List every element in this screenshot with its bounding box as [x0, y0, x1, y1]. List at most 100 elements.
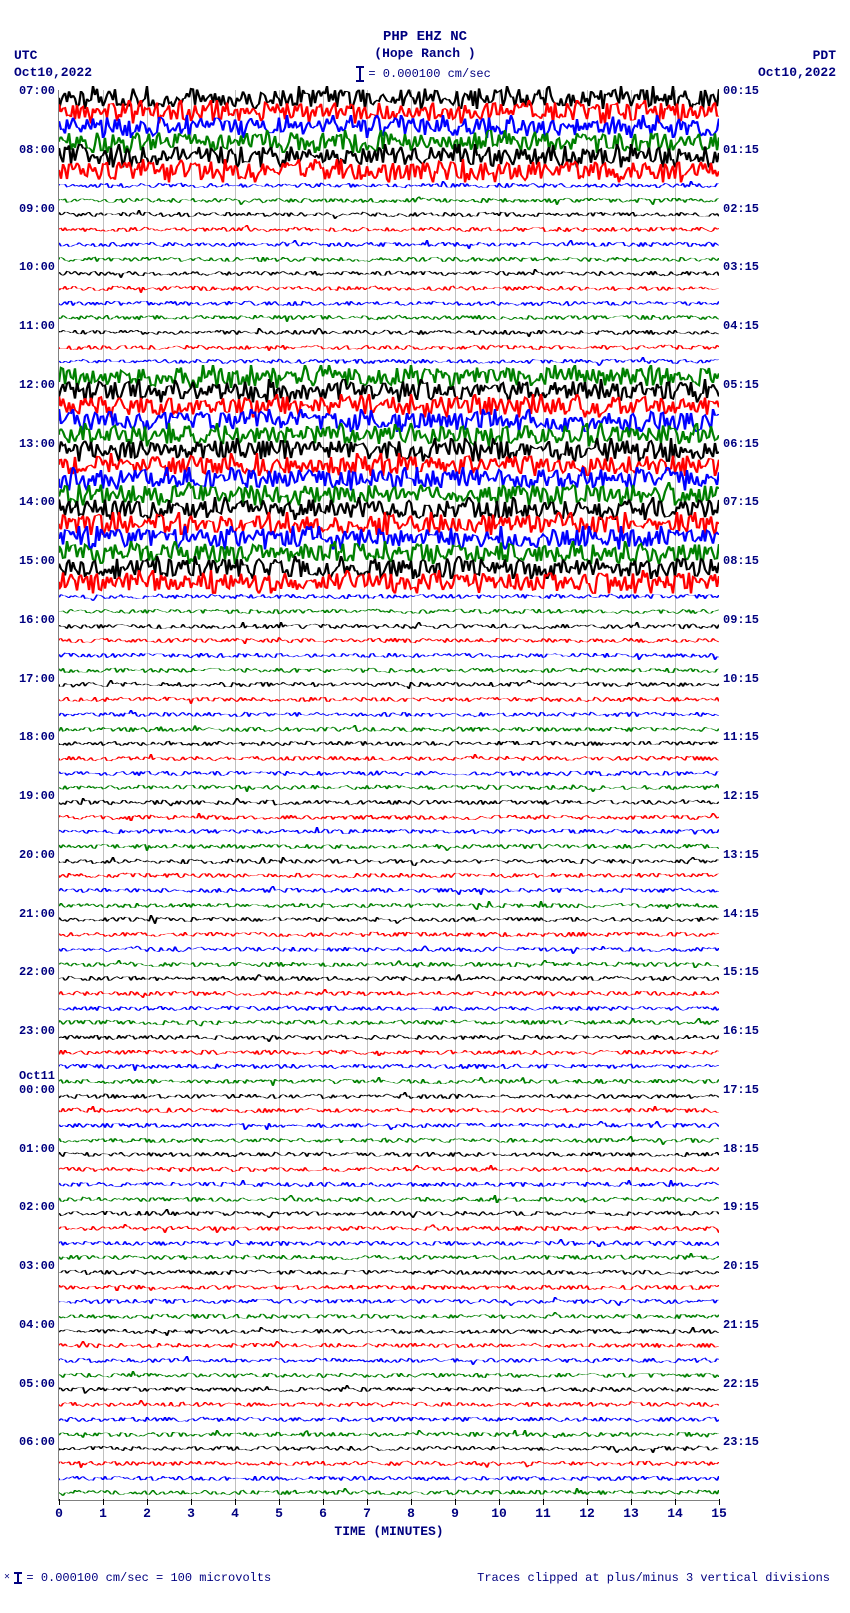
- trace-row: [59, 1368, 719, 1383]
- left-date-label: Oct11: [19, 1069, 55, 1083]
- trace-row: 01:0018:15: [59, 1148, 719, 1163]
- seismic-trace: [59, 1400, 719, 1409]
- seismic-trace: [59, 269, 719, 278]
- scale-indicator: = 0.000100 cm/sec: [0, 66, 850, 82]
- left-time-label: 15:00: [19, 554, 55, 568]
- seismic-trace: [59, 1136, 719, 1145]
- right-time-label: 13:15: [723, 848, 759, 862]
- seismic-trace: [59, 1297, 719, 1306]
- station-header: PHP EHZ NC (Hope Ranch ): [0, 28, 850, 63]
- left-time-label: 23:00: [19, 1024, 55, 1038]
- seismic-trace: [59, 842, 719, 851]
- right-time-label: 03:15: [723, 260, 759, 274]
- seismic-trace: [59, 989, 719, 998]
- x-tick-label: 13: [623, 1506, 639, 1521]
- seismic-trace: [59, 636, 719, 645]
- trace-row: 19:0012:15: [59, 795, 719, 810]
- left-time-label: 00:00: [19, 1083, 55, 1097]
- trace-row: [59, 1192, 719, 1207]
- right-time-label: 08:15: [723, 554, 759, 568]
- seismic-trace: [59, 1018, 719, 1027]
- x-tick-label: 7: [363, 1506, 371, 1521]
- right-time-label: 18:15: [723, 1142, 759, 1156]
- seismic-trace: [59, 974, 719, 983]
- seismic-trace: [59, 299, 719, 308]
- trace-row: [59, 1177, 719, 1192]
- trace-row: [59, 633, 719, 648]
- tz-right-label: PDT: [758, 48, 836, 65]
- x-tick-label: 8: [407, 1506, 415, 1521]
- seismic-trace: [59, 1459, 719, 1468]
- x-tick-label: 5: [275, 1506, 283, 1521]
- seismic-trace: [59, 1371, 719, 1380]
- seismic-trace: [59, 181, 719, 190]
- trace-row: 18:0011:15: [59, 736, 719, 751]
- trace-row: [59, 1471, 719, 1486]
- trace-row: [59, 163, 719, 178]
- seismic-trace: [59, 1385, 719, 1394]
- trace-row: [59, 1338, 719, 1353]
- x-tick-label: 2: [143, 1506, 151, 1521]
- trace-row: [59, 883, 719, 898]
- trace-row: [59, 222, 719, 237]
- seismic-trace: [59, 1312, 719, 1321]
- seismic-trace: [59, 1488, 719, 1497]
- left-time-label: 01:00: [19, 1142, 55, 1156]
- right-time-label: 12:15: [723, 789, 759, 803]
- trace-row: [59, 824, 719, 839]
- seismic-trace: [59, 313, 719, 322]
- footer-left-text: = 0.000100 cm/sec = 100 microvolts: [26, 1571, 271, 1585]
- seismic-trace: [59, 1180, 719, 1189]
- trace-row: [59, 1412, 719, 1427]
- trace-row: Oct1100:0017:15: [59, 1089, 719, 1104]
- left-time-label: 10:00: [19, 260, 55, 274]
- trace-row: 20:0013:15: [59, 854, 719, 869]
- seismic-trace: [59, 695, 719, 704]
- seismic-trace: [59, 739, 719, 748]
- trace-row: [59, 1015, 719, 1030]
- right-time-label: 11:15: [723, 730, 759, 744]
- trace-row: [59, 648, 719, 663]
- trace-row: [59, 237, 719, 252]
- trace-row: [59, 927, 719, 942]
- seismic-trace: [59, 886, 719, 895]
- trace-row: [59, 193, 719, 208]
- trace-row: 10:0003:15: [59, 266, 719, 281]
- scale-bar-icon: [17, 1572, 19, 1584]
- seismic-trace: [59, 196, 719, 205]
- trace-row: 11:0004:15: [59, 325, 719, 340]
- right-time-label: 21:15: [723, 1318, 759, 1332]
- left-time-label: 14:00: [19, 495, 55, 509]
- x-tick-label: 10: [491, 1506, 507, 1521]
- right-time-label: 09:15: [723, 613, 759, 627]
- seismic-trace: [59, 1077, 719, 1086]
- left-time-label: 11:00: [19, 319, 55, 333]
- left-time-label: 13:00: [19, 437, 55, 451]
- trace-row: [59, 810, 719, 825]
- tz-left-label: UTC: [14, 48, 92, 65]
- trace-row: 09:0002:15: [59, 208, 719, 223]
- seismic-trace: [59, 857, 719, 866]
- right-time-label: 14:15: [723, 907, 759, 921]
- x-tick-label: 6: [319, 1506, 327, 1521]
- left-time-label: 04:00: [19, 1318, 55, 1332]
- right-time-label: 17:15: [723, 1083, 759, 1097]
- seismic-trace: [59, 1224, 719, 1233]
- trace-row: [59, 1074, 719, 1089]
- trace-row: [59, 663, 719, 678]
- trace-row: [59, 986, 719, 1001]
- seismic-trace: [59, 607, 719, 616]
- left-time-label: 07:00: [19, 84, 55, 98]
- seismic-trace: [59, 1092, 719, 1101]
- seismic-trace: [59, 1121, 719, 1130]
- left-time-label: 18:00: [19, 730, 55, 744]
- right-time-label: 00:15: [723, 84, 759, 98]
- seismic-trace: [59, 1444, 719, 1453]
- seismic-trace: [59, 1209, 719, 1218]
- trace-row: [59, 1133, 719, 1148]
- tz-right-date: Oct10,2022: [758, 65, 836, 82]
- trace-row: [59, 1397, 719, 1412]
- trace-row: [59, 1001, 719, 1016]
- seismic-trace: [59, 1048, 719, 1057]
- seismic-trace: [59, 284, 719, 293]
